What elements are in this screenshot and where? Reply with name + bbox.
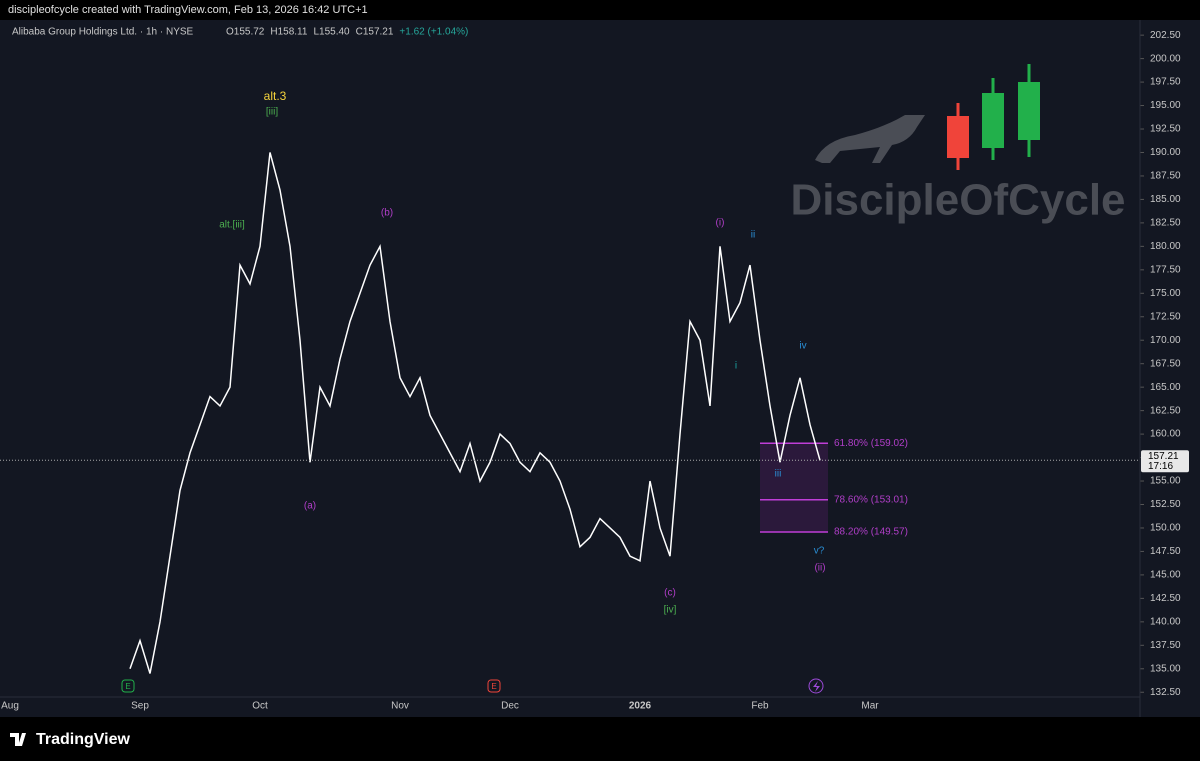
wave-label: ii	[751, 230, 755, 241]
wave-label: [iii]	[266, 107, 278, 118]
wave-label: iii	[775, 469, 782, 480]
wave-label: (ii)	[814, 563, 825, 574]
y-tick-label: 195.00	[1150, 100, 1181, 111]
header: discipleofcycle created with TradingView…	[8, 4, 368, 16]
wave-label: i	[735, 361, 737, 372]
logo-icon	[10, 733, 26, 746]
watermark: DiscipleOfCycle	[790, 176, 1125, 225]
y-tick-label: 182.50	[1150, 218, 1181, 229]
wave-label: alt.[iii]	[219, 220, 245, 231]
y-tick-label: 185.00	[1150, 194, 1181, 205]
y-tick-label: 167.50	[1150, 358, 1181, 369]
y-tick-label: 162.50	[1150, 405, 1181, 416]
ohlc-value: L155.40	[313, 27, 350, 38]
y-tick-label: 147.50	[1150, 546, 1181, 557]
y-tick-label: 135.00	[1150, 663, 1181, 674]
x-tick-label: Nov	[391, 701, 409, 712]
y-tick-label: 132.50	[1150, 687, 1181, 698]
ohlc-value: H158.11	[270, 27, 308, 38]
x-tick-label: Feb	[751, 701, 769, 712]
y-tick-label: 152.50	[1150, 499, 1181, 510]
wave-label: v?	[814, 546, 825, 557]
footer-logo: TradingView	[36, 731, 131, 748]
y-tick-label: 177.50	[1150, 264, 1181, 275]
fib-zone	[760, 443, 828, 533]
x-tick-label: Oct	[252, 701, 268, 712]
price-tag-value: 157.21	[1148, 451, 1179, 462]
ohlc-value: C157.21	[356, 27, 394, 38]
y-tick-label: 192.50	[1150, 124, 1181, 135]
y-tick-label: 172.50	[1150, 311, 1181, 322]
y-tick-label: 150.00	[1150, 523, 1181, 534]
y-tick-label: 165.00	[1150, 382, 1181, 393]
wave-label: (c)	[664, 588, 676, 599]
event-markers: E E	[121, 678, 824, 694]
x-tick-label: 2026	[629, 701, 652, 712]
price-tag	[1141, 450, 1189, 473]
wave-label: (a)	[304, 501, 316, 512]
y-tick-label: 170.00	[1150, 335, 1181, 346]
wave-label: iv	[799, 341, 806, 352]
y-tick-label: 140.00	[1150, 616, 1181, 627]
y-tick-label: 202.50	[1150, 30, 1181, 41]
y-tick-label: 197.50	[1150, 77, 1181, 88]
wave-label: (i)	[716, 218, 725, 229]
fib-label: 88.20% (149.57)	[834, 527, 908, 538]
x-tick-label: Dec	[501, 701, 519, 712]
wave-label: (b)	[381, 208, 393, 219]
y-tick-label: 180.00	[1150, 241, 1181, 252]
svg-text:E: E	[125, 682, 130, 691]
y-tick-label: 142.50	[1150, 593, 1181, 604]
watermark-icon	[815, 64, 1040, 170]
y-tick-label: 160.00	[1150, 429, 1181, 440]
y-tick-label: 137.50	[1150, 640, 1181, 651]
y-tick-label: 155.00	[1150, 476, 1181, 487]
x-tick-label: Sep	[131, 701, 149, 712]
y-tick-label: 175.00	[1150, 288, 1181, 299]
y-tick-label: 190.00	[1150, 147, 1181, 158]
y-tick-label: 200.00	[1150, 53, 1181, 64]
x-tick-label: Mar	[861, 701, 879, 712]
symbol: Alibaba Group Holdings Ltd. · 1h · NYSE	[12, 27, 194, 38]
ohlc-value: +1.62 (+1.04%)	[399, 27, 468, 38]
wave-label: alt.3	[264, 89, 287, 103]
countdown: 17:16	[1148, 461, 1173, 472]
fib-label: 78.60% (153.01)	[834, 494, 908, 505]
y-tick-label: 187.50	[1150, 171, 1181, 182]
y-tick-label: 145.00	[1150, 570, 1181, 581]
x-tick-label: Aug	[1, 701, 19, 712]
price-line	[129, 152, 821, 674]
ohlc-value: O155.72	[226, 27, 265, 38]
wave-label: [iv]	[664, 605, 677, 616]
fib-label: 61.80% (159.02)	[834, 438, 908, 449]
svg-text:E: E	[491, 682, 496, 691]
